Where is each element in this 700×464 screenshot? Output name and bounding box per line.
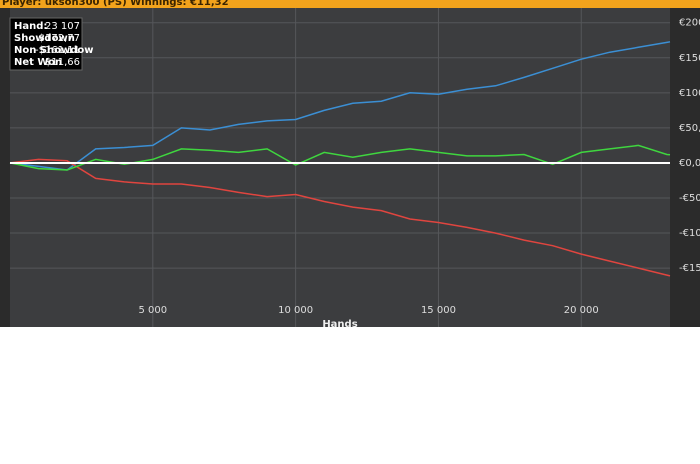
- legend-value: -$161,11: [35, 45, 80, 56]
- y-tick-label: €200: [679, 18, 700, 29]
- info-box-bg: [9, 17, 83, 71]
- axes: €200 €150 €100 €50,0 €0,00 -€50 -€100 -€150 5 00…: [138, 18, 700, 330]
- legend-value: $172,77: [39, 33, 80, 44]
- y-tick-label: -€150: [679, 263, 700, 274]
- x-tick-label: 15 000: [421, 305, 456, 316]
- x-tick-label: 10 000: [278, 305, 313, 316]
- y-tick-label: €100: [679, 88, 700, 99]
- y-tick-label: -€100: [679, 228, 700, 239]
- header-text: Player: ukson300 (PS) Winnings: €11,32: [2, 0, 229, 8]
- series-line: [9, 144, 671, 171]
- y-tick-label: €0,00: [679, 158, 700, 169]
- y-tick-label: -€50: [679, 193, 700, 204]
- series-line: [9, 41, 671, 171]
- legend-label: Non Showdow: [14, 45, 94, 56]
- legend-value: $11,66: [45, 57, 80, 68]
- x-tick-label: 5 000: [138, 305, 167, 316]
- series-line: [9, 158, 671, 277]
- plot-area: [10, 8, 670, 327]
- y-tick-label: €50,0: [679, 123, 700, 134]
- legend-label: Net Won: [14, 57, 62, 68]
- info-value: 23 107: [45, 21, 80, 32]
- x-axis-label: Hands: [322, 319, 357, 330]
- header-bar: [0, 0, 700, 8]
- lines: [9, 41, 671, 277]
- x-tick-label: 20 000: [564, 305, 599, 316]
- legend-label: Showdown: [14, 33, 75, 44]
- grid: [10, 8, 670, 327]
- y-tick-label: €150: [679, 53, 700, 64]
- info-label: Hand:: [14, 21, 47, 32]
